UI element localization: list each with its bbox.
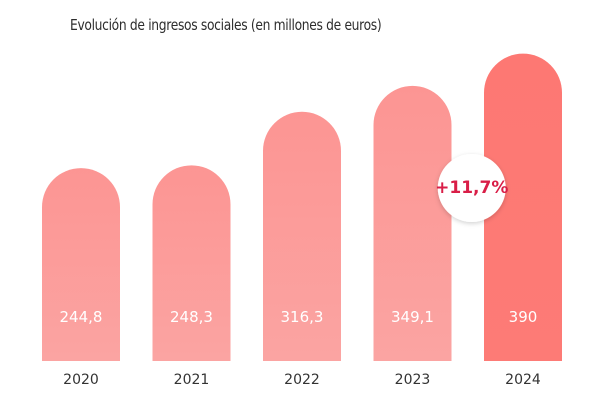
x-axis-tick-label: 2020 xyxy=(63,372,99,388)
bar-2021 xyxy=(152,165,231,361)
bar-2020 xyxy=(42,168,120,361)
growth-annotation: +11,7% xyxy=(435,154,508,222)
bar-value-label: 244,8 xyxy=(60,308,103,326)
bar-2023 xyxy=(373,85,452,361)
growth-annotation-text: +11,7% xyxy=(435,178,508,198)
bar-value-label: 349,1 xyxy=(391,308,434,326)
x-axis-tick-label: 2022 xyxy=(284,372,320,388)
chart-title: Evolución de ingresos sociales (en millo… xyxy=(70,16,382,34)
growth-badge xyxy=(437,154,506,222)
bar-2024 xyxy=(484,53,562,362)
bar-value-label: 390 xyxy=(509,308,538,326)
bar-2022 xyxy=(263,111,341,361)
bar-value-label: 248,3 xyxy=(170,308,213,326)
x-axis-tick-label: 2023 xyxy=(395,372,431,388)
bar-value-label: 316,3 xyxy=(281,308,324,326)
x-axis-tick-label: 2024 xyxy=(505,372,541,388)
x-axis-tick-label: 2021 xyxy=(174,372,210,388)
